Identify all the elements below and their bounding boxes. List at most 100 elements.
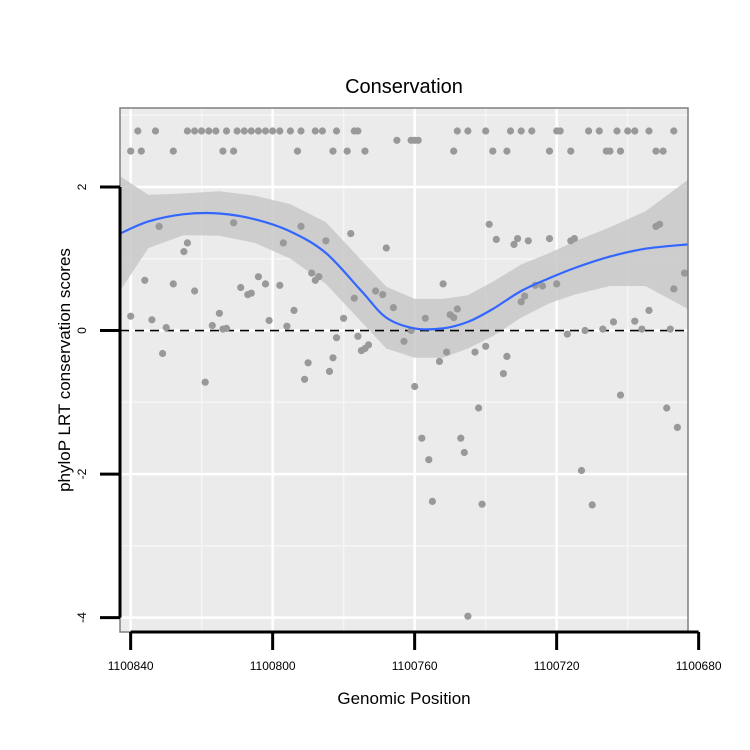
data-point bbox=[222, 127, 231, 135]
data-point bbox=[528, 127, 536, 135]
data-point bbox=[517, 127, 525, 135]
data-point bbox=[318, 127, 326, 135]
data-point bbox=[127, 147, 135, 155]
data-point bbox=[645, 127, 653, 135]
data-point bbox=[183, 127, 191, 135]
data-point bbox=[350, 294, 358, 302]
data-point bbox=[183, 239, 191, 247]
data-point bbox=[570, 235, 579, 243]
data-point bbox=[247, 127, 255, 135]
data-point bbox=[567, 147, 575, 155]
data-point bbox=[631, 127, 639, 135]
x-tick-label: 1100800 bbox=[250, 659, 296, 673]
x-axis: 1100840 1100800 1100760 1100720 1100680 bbox=[108, 630, 722, 673]
data-point bbox=[155, 222, 163, 230]
data-point bbox=[315, 273, 323, 281]
data-point bbox=[464, 612, 472, 620]
data-point bbox=[428, 497, 436, 505]
data-point bbox=[478, 500, 486, 508]
y-axis: -4 -2 0 2 bbox=[75, 183, 122, 623]
data-point bbox=[577, 466, 586, 475]
data-point bbox=[290, 306, 298, 314]
data-point bbox=[421, 314, 429, 322]
data-point bbox=[670, 285, 678, 293]
data-point bbox=[503, 352, 511, 360]
data-point bbox=[453, 127, 461, 135]
data-point bbox=[222, 324, 231, 332]
data-point bbox=[418, 434, 426, 442]
data-point bbox=[545, 235, 554, 243]
data-point bbox=[127, 312, 135, 320]
data-point bbox=[624, 127, 632, 135]
x-tick-label: 1100680 bbox=[676, 659, 722, 673]
data-point bbox=[435, 357, 444, 365]
data-point bbox=[191, 127, 199, 135]
data-point bbox=[169, 147, 177, 155]
data-point bbox=[322, 237, 330, 245]
data-point bbox=[261, 127, 270, 135]
data-point bbox=[230, 147, 238, 155]
data-point bbox=[581, 326, 589, 335]
data-point bbox=[613, 127, 621, 135]
data-point bbox=[180, 248, 188, 256]
data-point bbox=[414, 136, 422, 144]
data-point bbox=[489, 147, 497, 155]
data-point bbox=[599, 325, 607, 333]
data-point bbox=[517, 298, 525, 306]
data-point bbox=[354, 332, 362, 340]
data-point bbox=[457, 434, 465, 442]
data-point bbox=[233, 127, 241, 135]
x-tick-label: 1100760 bbox=[392, 659, 438, 673]
data-point bbox=[464, 127, 472, 135]
data-point bbox=[439, 280, 447, 288]
data-point bbox=[361, 147, 369, 155]
data-point bbox=[400, 337, 408, 345]
data-point bbox=[329, 147, 337, 155]
y-tick-label: 2 bbox=[75, 183, 89, 190]
data-point bbox=[616, 147, 625, 155]
data-point bbox=[588, 501, 596, 509]
x-tick-label: 1100840 bbox=[108, 659, 154, 673]
data-point bbox=[556, 127, 564, 135]
data-point bbox=[279, 239, 287, 247]
data-point bbox=[460, 448, 468, 457]
data-point bbox=[297, 127, 305, 135]
data-point bbox=[212, 127, 220, 135]
data-point bbox=[393, 136, 401, 144]
data-point bbox=[503, 147, 511, 155]
data-point bbox=[616, 391, 625, 399]
data-point bbox=[538, 282, 547, 290]
y-tick-label: -4 bbox=[75, 612, 89, 623]
data-point bbox=[673, 423, 682, 431]
data-point bbox=[332, 334, 341, 342]
data-point bbox=[382, 244, 390, 252]
data-point bbox=[372, 287, 380, 295]
data-point bbox=[208, 321, 216, 330]
data-point bbox=[514, 235, 522, 243]
data-point bbox=[240, 127, 248, 135]
x-axis-title: Genomic Position bbox=[337, 689, 470, 708]
data-point bbox=[162, 324, 170, 332]
data-point bbox=[585, 127, 593, 135]
data-point bbox=[354, 127, 362, 135]
data-point bbox=[141, 276, 149, 284]
data-point bbox=[638, 325, 646, 333]
data-point bbox=[659, 147, 667, 155]
data-point bbox=[485, 220, 493, 228]
data-point bbox=[254, 127, 262, 135]
data-point bbox=[198, 127, 206, 135]
data-point bbox=[499, 370, 507, 378]
data-point bbox=[247, 289, 255, 297]
data-point bbox=[656, 220, 664, 228]
data-point bbox=[343, 147, 351, 155]
data-point bbox=[308, 269, 316, 277]
data-point bbox=[276, 281, 284, 289]
data-point bbox=[364, 341, 373, 349]
y-tick-label: 0 bbox=[75, 327, 89, 334]
data-point bbox=[159, 349, 167, 358]
data-point bbox=[563, 330, 571, 338]
data-point bbox=[283, 322, 291, 330]
data-point bbox=[276, 127, 284, 135]
data-point bbox=[631, 317, 639, 325]
data-point bbox=[545, 147, 554, 155]
